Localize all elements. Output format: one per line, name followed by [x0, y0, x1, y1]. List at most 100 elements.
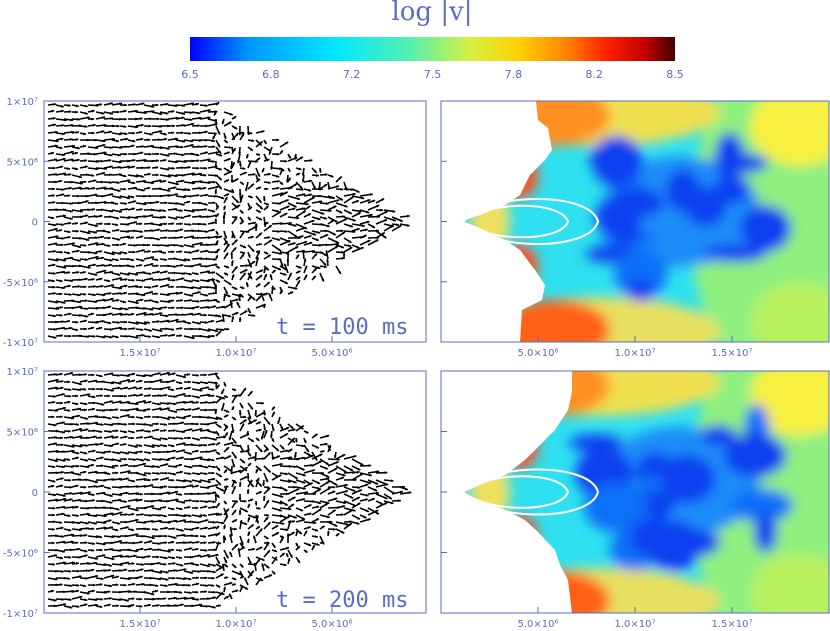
x-tick-label: 1.5×10⁷ — [711, 348, 752, 359]
velocity-arrowhead — [235, 298, 239, 302]
velocity-arrowhead — [75, 320, 79, 324]
velocity-arrowhead — [279, 252, 282, 255]
velocity-arrowhead — [241, 423, 244, 427]
velocity-arrowhead — [269, 274, 273, 278]
velocity-arrowhead — [384, 219, 388, 222]
velocity-arrowhead — [173, 569, 177, 572]
velocity-arrowhead — [163, 179, 167, 183]
velocity-arrowhead — [92, 499, 95, 502]
velocity-arrowhead — [188, 132, 192, 135]
velocity-arrowhead — [226, 508, 229, 512]
velocity-arrowhead — [232, 583, 236, 587]
velocity-arrowhead — [294, 155, 298, 158]
velocity-arrowhead — [307, 526, 311, 530]
velocity-arrowhead — [51, 484, 55, 488]
velocity-arrowhead — [133, 200, 137, 204]
velocity-arrowhead — [238, 469, 242, 473]
velocity-arrowhead — [157, 228, 161, 232]
velocity-arrowhead — [205, 249, 209, 253]
velocity-arrowhead — [292, 439, 296, 443]
velocity-arrowhead — [221, 407, 224, 411]
velocity-arrowhead — [204, 526, 208, 530]
velocity-arrowhead — [244, 269, 248, 272]
velocity-arrowhead — [139, 379, 143, 383]
velocity-arrowhead — [287, 177, 291, 181]
velocity-arrowhead — [132, 479, 136, 483]
velocity-arrowhead — [288, 507, 292, 511]
velocity-arrowhead — [94, 273, 98, 276]
velocity-arrowhead — [108, 519, 112, 523]
velocity-arrowhead — [62, 540, 66, 544]
velocity-arrowhead — [164, 584, 168, 588]
velocity-arrowhead — [52, 400, 56, 404]
velocity-arrowhead — [93, 435, 97, 439]
velocity-arrowhead — [231, 233, 235, 237]
velocity-arrowhead — [304, 274, 308, 278]
velocity-arrowhead — [110, 117, 114, 120]
velocity-arrowhead — [189, 428, 193, 432]
velocity-arrowhead — [279, 501, 283, 505]
velocity-arrowhead — [67, 319, 71, 323]
velocity-arrowhead — [197, 208, 201, 212]
velocity-arrowhead — [233, 388, 237, 391]
velocity-arrowhead — [297, 559, 300, 563]
velocity-arrowhead — [266, 513, 270, 517]
velocity-arrowhead — [99, 436, 103, 440]
velocity-arrowhead — [164, 541, 168, 545]
velocity-arrowhead — [213, 437, 217, 441]
velocity-arrowhead — [109, 400, 113, 404]
velocity-arrowhead — [79, 595, 83, 599]
velocity-arrowhead — [110, 193, 114, 196]
velocity-arrowhead — [267, 254, 271, 258]
velocity-arrowhead — [124, 327, 128, 331]
velocity-arrowhead — [235, 200, 239, 203]
velocity-arrowhead — [224, 469, 228, 473]
velocity-arrowhead — [318, 501, 322, 505]
velocity-arrowhead — [264, 157, 268, 161]
velocity-arrowhead — [302, 210, 306, 214]
velocity-arrowhead — [257, 157, 261, 161]
velocity-arrowhead — [234, 217, 237, 221]
velocity-arrowhead — [188, 436, 191, 440]
velocity-arrowhead — [165, 118, 169, 122]
heatmap-region — [750, 101, 829, 166]
velocity-arrowhead — [189, 465, 193, 469]
heatmap-region — [630, 517, 675, 555]
velocity-arrowhead — [148, 400, 152, 404]
velocity-arrowhead — [140, 151, 144, 155]
velocity-arrowhead — [139, 208, 143, 211]
velocity-arrowhead — [172, 379, 176, 383]
velocity-arrowhead — [119, 286, 122, 290]
velocity-arrowhead — [199, 427, 203, 431]
velocity-arrowhead — [231, 406, 234, 410]
velocity-arrowhead — [172, 562, 176, 565]
velocity-arrowhead — [291, 437, 295, 441]
velocity-arrowhead — [231, 429, 235, 433]
velocity-arrowhead — [190, 286, 194, 290]
velocity-arrowhead — [220, 275, 224, 279]
velocity-arrowhead — [272, 571, 276, 575]
velocity-arrowhead — [125, 334, 129, 338]
velocity-arrowhead — [131, 597, 135, 601]
velocity-arrowhead — [163, 215, 167, 219]
velocity-arrowhead — [157, 561, 161, 565]
velocity-arrowhead — [221, 563, 225, 567]
velocity-arrowhead — [101, 380, 105, 384]
velocity-arrowhead — [167, 277, 171, 280]
velocity-arrowhead — [70, 540, 74, 544]
velocity-arrowhead — [61, 535, 64, 538]
velocity-arrowhead — [132, 327, 136, 331]
velocity-arrowhead — [60, 401, 63, 405]
velocity-arrowhead — [102, 293, 106, 297]
velocity-arrowhead — [148, 429, 151, 433]
velocity-arrowhead — [109, 335, 113, 339]
velocity-arrowhead — [214, 263, 218, 267]
velocity-arrowhead — [180, 563, 184, 567]
velocity-arrowhead — [213, 291, 216, 295]
velocity-arrowhead — [110, 506, 113, 510]
velocity-arrowhead — [77, 194, 80, 198]
velocity-arrowhead — [218, 474, 222, 477]
velocity-arrowhead — [250, 235, 254, 239]
velocity-arrowhead — [62, 459, 66, 462]
velocity-arrowhead — [173, 395, 177, 399]
